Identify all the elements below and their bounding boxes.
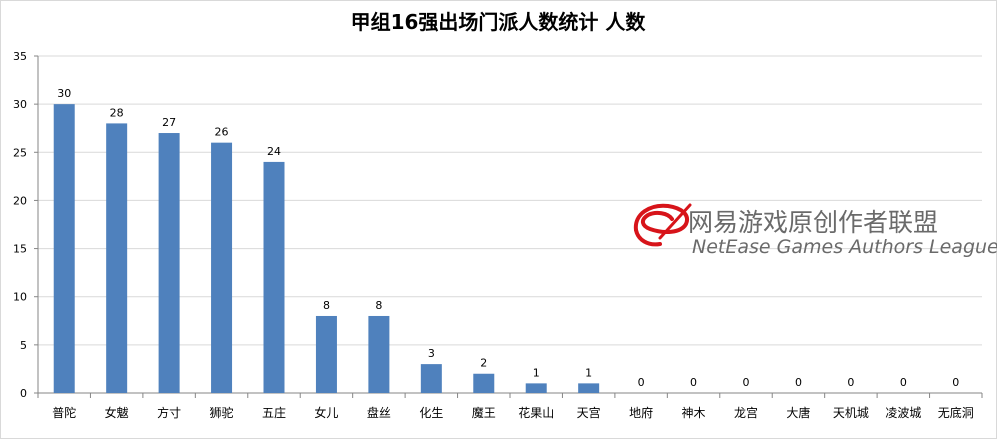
x-tick-label: 大唐: [786, 405, 810, 420]
y-axis: 0 5 10 15 20 25 30 35: [13, 50, 39, 400]
watermark-chinese: 网易游戏原创作者联盟: [688, 208, 938, 237]
x-tick-label: 普陀: [52, 405, 76, 420]
x-tick-label: 化生: [419, 406, 443, 420]
bar: [158, 133, 180, 393]
x-tick-label: 神木: [682, 406, 706, 420]
x-tick-label: 盘丝: [367, 405, 391, 420]
watermark: 网易游戏原创作者联盟 NetEase Games Authors League: [633, 203, 997, 258]
watermark-english: NetEase Games Authors League: [692, 236, 997, 258]
bar: [578, 383, 600, 393]
x-tick-label: 花果山: [518, 405, 554, 420]
x-tick-label: 方寸: [157, 405, 181, 420]
bar: [53, 104, 75, 394]
data-label: 2: [480, 357, 487, 370]
y-tick-label: 35: [13, 50, 27, 63]
data-label: 0: [690, 376, 697, 389]
x-tick-label: 天宫: [577, 405, 601, 420]
data-label: 0: [900, 376, 907, 389]
bar: [473, 373, 495, 393]
data-label: 0: [952, 376, 959, 389]
data-label: 26: [215, 126, 229, 139]
y-tick-label: 15: [13, 243, 27, 256]
grid-lines: [38, 55, 982, 346]
bars: [53, 104, 600, 394]
y-tick-label: 5: [20, 339, 27, 352]
netease-logo-icon: [633, 203, 692, 247]
data-label: 27: [162, 116, 176, 129]
bar: [211, 142, 233, 393]
data-label: 24: [267, 145, 281, 158]
data-label: 1: [585, 366, 592, 379]
data-labels: 30 28 27 26 24 8 8 3 2 1 1 0 0 0 0 0 0 0: [57, 87, 959, 389]
x-tick-label: 五庄: [262, 405, 286, 420]
data-label: 0: [847, 376, 854, 389]
bar: [106, 123, 128, 394]
y-tick-label: 25: [13, 146, 27, 159]
data-label: 28: [110, 106, 124, 119]
x-tick-label: 狮驼: [210, 405, 234, 420]
bar: [368, 315, 390, 393]
x-tick-label: 女魃: [105, 405, 129, 420]
x-tick-label: 魔王: [472, 405, 496, 420]
x-tick-label: 地府: [629, 405, 653, 420]
data-label: 0: [743, 376, 750, 389]
bar: [263, 161, 285, 393]
x-tick-label: 无底洞: [938, 405, 974, 420]
x-tick-label: 龙宫: [734, 405, 758, 420]
y-tick-label: 20: [13, 194, 27, 207]
x-axis: 普陀 女魃 方寸 狮驼 五庄 女儿 盘丝 化生 魔王 花果山 天宫 地府 神木 龙宫 大唐 天机城 凌波城 无底洞: [37, 392, 983, 420]
bar: [420, 364, 442, 393]
x-tick-label: 女儿: [314, 405, 338, 420]
y-tick-label: 10: [13, 291, 27, 304]
data-label: 0: [638, 376, 645, 389]
data-label: 30: [57, 87, 71, 100]
data-label: 8: [375, 299, 382, 312]
x-tick-label: 天机城: [833, 406, 869, 420]
data-label: 1: [533, 366, 540, 379]
data-label: 8: [323, 299, 330, 312]
x-tick-label: 凌波城: [885, 406, 921, 420]
bar: [525, 383, 547, 393]
data-label: 0: [795, 376, 802, 389]
chart-title: 甲组16强出场门派人数统计 人数: [351, 10, 647, 34]
data-label: 3: [428, 347, 435, 360]
y-tick-label: 30: [13, 98, 27, 111]
y-tick-label: 0: [20, 387, 27, 400]
bar: [315, 315, 337, 393]
